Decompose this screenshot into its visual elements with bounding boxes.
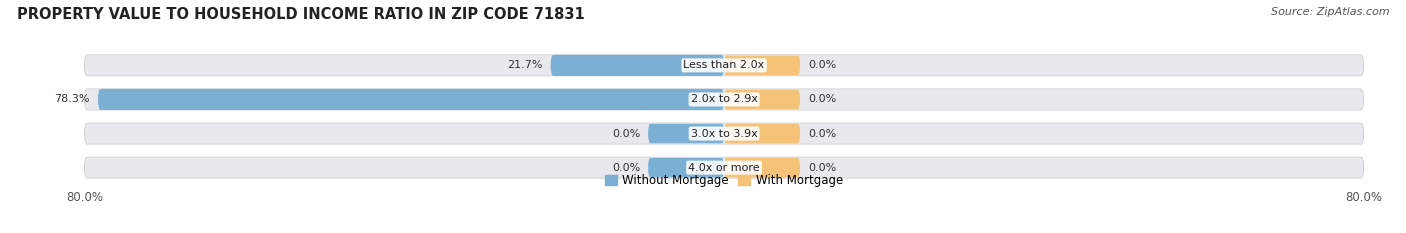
Text: 2.0x to 2.9x: 2.0x to 2.9x (690, 94, 758, 104)
FancyBboxPatch shape (98, 89, 724, 110)
Text: 0.0%: 0.0% (612, 163, 640, 173)
FancyBboxPatch shape (648, 158, 724, 177)
FancyBboxPatch shape (648, 124, 724, 143)
Legend: Without Mortgage, With Mortgage: Without Mortgage, With Mortgage (600, 169, 848, 192)
Text: 0.0%: 0.0% (808, 60, 837, 70)
Text: 3.0x to 3.9x: 3.0x to 3.9x (690, 129, 758, 139)
Text: 0.0%: 0.0% (612, 129, 640, 139)
FancyBboxPatch shape (724, 124, 800, 143)
Text: 0.0%: 0.0% (808, 94, 837, 104)
FancyBboxPatch shape (724, 90, 800, 109)
Text: 78.3%: 78.3% (55, 94, 90, 104)
Text: 4.0x or more: 4.0x or more (689, 163, 759, 173)
Text: Less than 2.0x: Less than 2.0x (683, 60, 765, 70)
Text: 0.0%: 0.0% (808, 163, 837, 173)
Text: PROPERTY VALUE TO HOUSEHOLD INCOME RATIO IN ZIP CODE 71831: PROPERTY VALUE TO HOUSEHOLD INCOME RATIO… (17, 7, 585, 22)
FancyBboxPatch shape (84, 55, 1364, 76)
FancyBboxPatch shape (84, 157, 1364, 178)
Text: 21.7%: 21.7% (508, 60, 543, 70)
FancyBboxPatch shape (84, 123, 1364, 144)
Text: 0.0%: 0.0% (808, 129, 837, 139)
Text: Source: ZipAtlas.com: Source: ZipAtlas.com (1271, 7, 1389, 17)
FancyBboxPatch shape (84, 89, 1364, 110)
FancyBboxPatch shape (724, 56, 800, 75)
FancyBboxPatch shape (724, 158, 800, 177)
FancyBboxPatch shape (551, 55, 724, 76)
